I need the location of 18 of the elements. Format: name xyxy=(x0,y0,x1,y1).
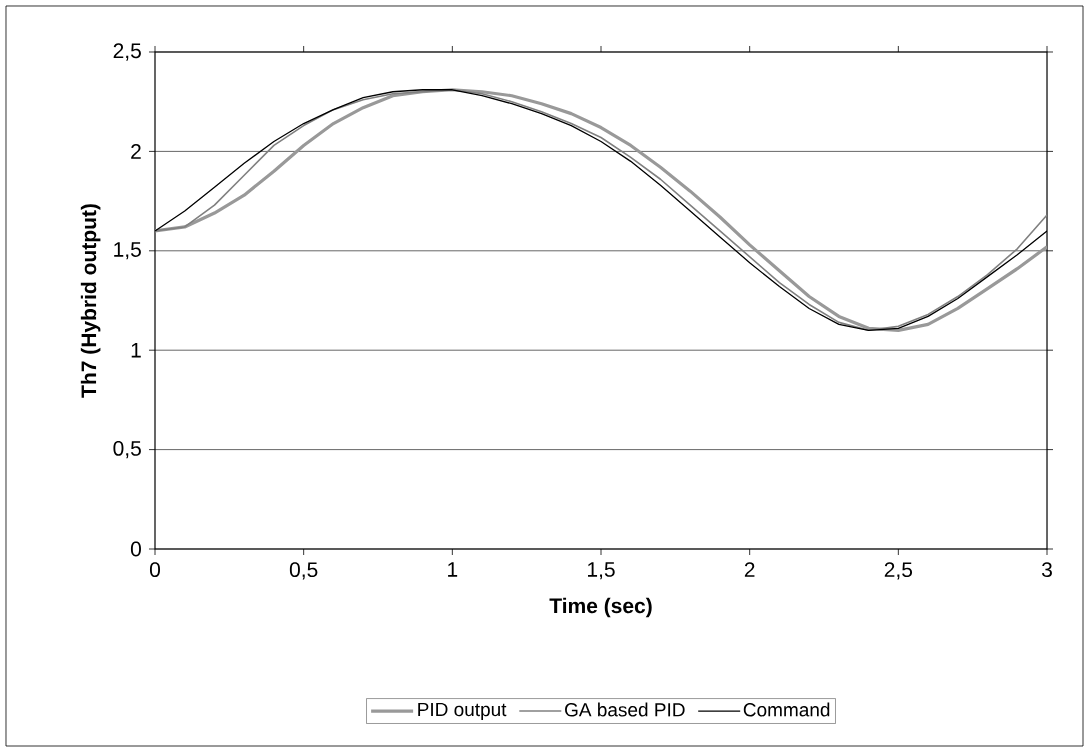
legend-label: Command xyxy=(743,702,830,717)
x-tick-label: 1 xyxy=(448,562,458,577)
y-tick-label: 2 xyxy=(131,144,141,159)
x-axis-title: Time (sec) xyxy=(549,597,652,618)
x-tick-label: 0,5 xyxy=(289,562,318,580)
x-tick-label: 3 xyxy=(1041,562,1052,578)
legend-label: PID output xyxy=(418,702,507,720)
x-tick-label: 1,5 xyxy=(588,562,615,580)
y-axis-title: Th7 (Hybrid output) xyxy=(80,204,101,398)
y-tick-label: 2,5 xyxy=(113,43,141,61)
y-tick-label: 1,5 xyxy=(114,242,141,260)
x-tick-label: 0 xyxy=(149,562,161,578)
x-tick-label: 2,5 xyxy=(884,562,913,580)
y-tick-label: 0,5 xyxy=(113,440,141,459)
y-tick-label: 0 xyxy=(130,541,141,557)
y-tick-label: 1 xyxy=(131,342,141,358)
x-tick-label: 2 xyxy=(744,562,755,577)
legend-label: GA based PID xyxy=(565,702,685,717)
